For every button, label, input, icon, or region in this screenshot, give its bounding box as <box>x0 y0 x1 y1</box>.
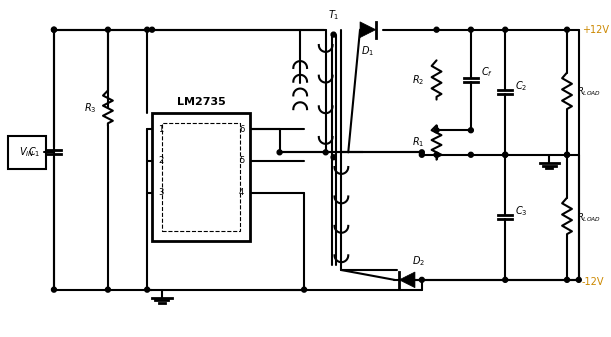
Circle shape <box>419 152 424 157</box>
Text: -12V: -12V <box>582 277 604 287</box>
Text: $V_{IN}$: $V_{IN}$ <box>19 145 35 159</box>
Circle shape <box>565 152 569 157</box>
Text: 4: 4 <box>239 188 244 197</box>
Text: 2: 2 <box>158 156 163 165</box>
Bar <box>162 123 240 231</box>
Circle shape <box>302 287 307 292</box>
Circle shape <box>145 287 150 292</box>
Text: $R_1$: $R_1$ <box>412 135 425 149</box>
Circle shape <box>434 128 439 133</box>
Text: $D_2$: $D_2$ <box>412 254 425 268</box>
Circle shape <box>51 27 56 32</box>
Text: 6: 6 <box>239 124 244 133</box>
Polygon shape <box>399 272 415 288</box>
Circle shape <box>51 27 56 32</box>
Text: 1: 1 <box>158 124 163 133</box>
Circle shape <box>419 150 424 155</box>
Text: $R_{LOAD}$: $R_{LOAD}$ <box>577 86 601 98</box>
Text: $T_1$: $T_1$ <box>327 8 339 22</box>
Circle shape <box>565 277 569 282</box>
Circle shape <box>51 287 56 292</box>
Circle shape <box>565 27 569 32</box>
Text: $R_{LOAD}$: $R_{LOAD}$ <box>577 211 601 223</box>
Text: $C_2$: $C_2$ <box>515 80 527 93</box>
Circle shape <box>434 27 439 32</box>
Circle shape <box>277 150 282 155</box>
Circle shape <box>331 32 336 37</box>
Circle shape <box>150 27 155 32</box>
Circle shape <box>576 277 581 282</box>
Circle shape <box>145 27 150 32</box>
Text: $C_1$: $C_1$ <box>28 145 40 159</box>
Text: $C_f$: $C_f$ <box>481 65 492 79</box>
Circle shape <box>469 128 474 133</box>
Circle shape <box>503 152 508 157</box>
Circle shape <box>503 152 508 157</box>
Circle shape <box>106 27 111 32</box>
Circle shape <box>323 150 328 155</box>
Circle shape <box>503 277 508 282</box>
Circle shape <box>565 152 569 157</box>
Text: LM2735: LM2735 <box>177 97 225 107</box>
Circle shape <box>419 277 424 282</box>
Circle shape <box>434 152 439 157</box>
Text: $R_2$: $R_2$ <box>412 73 425 87</box>
Text: 5: 5 <box>239 156 244 165</box>
Text: 3: 3 <box>158 188 163 197</box>
Bar <box>152 113 250 241</box>
Polygon shape <box>360 22 376 37</box>
Text: $R_3$: $R_3$ <box>84 101 96 115</box>
Text: $C_3$: $C_3$ <box>515 205 527 218</box>
Text: $D_1$: $D_1$ <box>361 44 375 58</box>
Circle shape <box>503 27 508 32</box>
Circle shape <box>469 27 474 32</box>
Circle shape <box>469 152 474 157</box>
Text: +12V: +12V <box>582 25 609 35</box>
Circle shape <box>106 287 111 292</box>
Circle shape <box>331 155 336 160</box>
